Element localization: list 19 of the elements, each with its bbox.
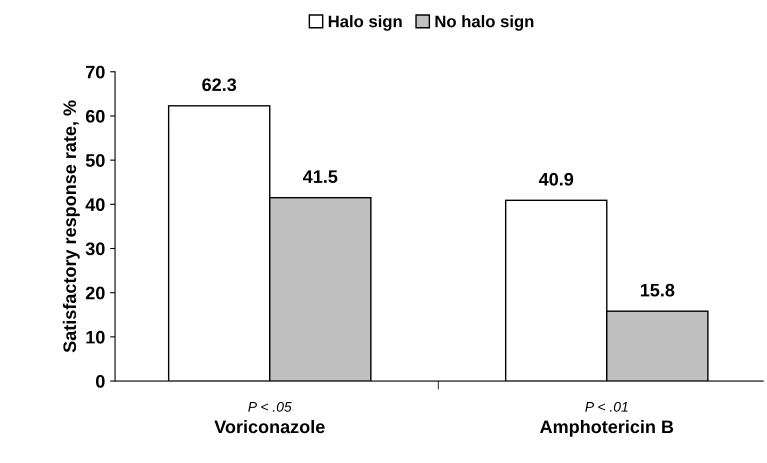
x-tick-label: Amphotericin B	[540, 420, 674, 437]
x-tick-label: Voriconazole	[214, 420, 325, 434]
y-tick-label: 20	[86, 286, 105, 300]
text: P < .01	[585, 402, 628, 412]
y-tick-label: 30	[86, 242, 105, 256]
data-label: 40.9	[538, 172, 574, 186]
y-tick-label: 60	[86, 110, 105, 123]
legend-label: No halo sign	[435, 15, 534, 31]
text: P < .05	[248, 402, 292, 412]
y-tick-label: 10	[86, 330, 105, 344]
data-label: 62.3	[202, 78, 236, 92]
y-tick-label: 0	[96, 374, 105, 388]
data-label: 15.8	[640, 284, 674, 297]
data-label: 41.5	[303, 170, 338, 184]
y-axis-title: Satisfactory response rate, %	[62, 100, 80, 352]
y-tick-label: 70	[86, 66, 105, 78]
y-tick-label: 50	[86, 154, 105, 167]
y-tick-label: 40	[86, 198, 105, 212]
legend-label: Halo sign	[328, 15, 402, 31]
